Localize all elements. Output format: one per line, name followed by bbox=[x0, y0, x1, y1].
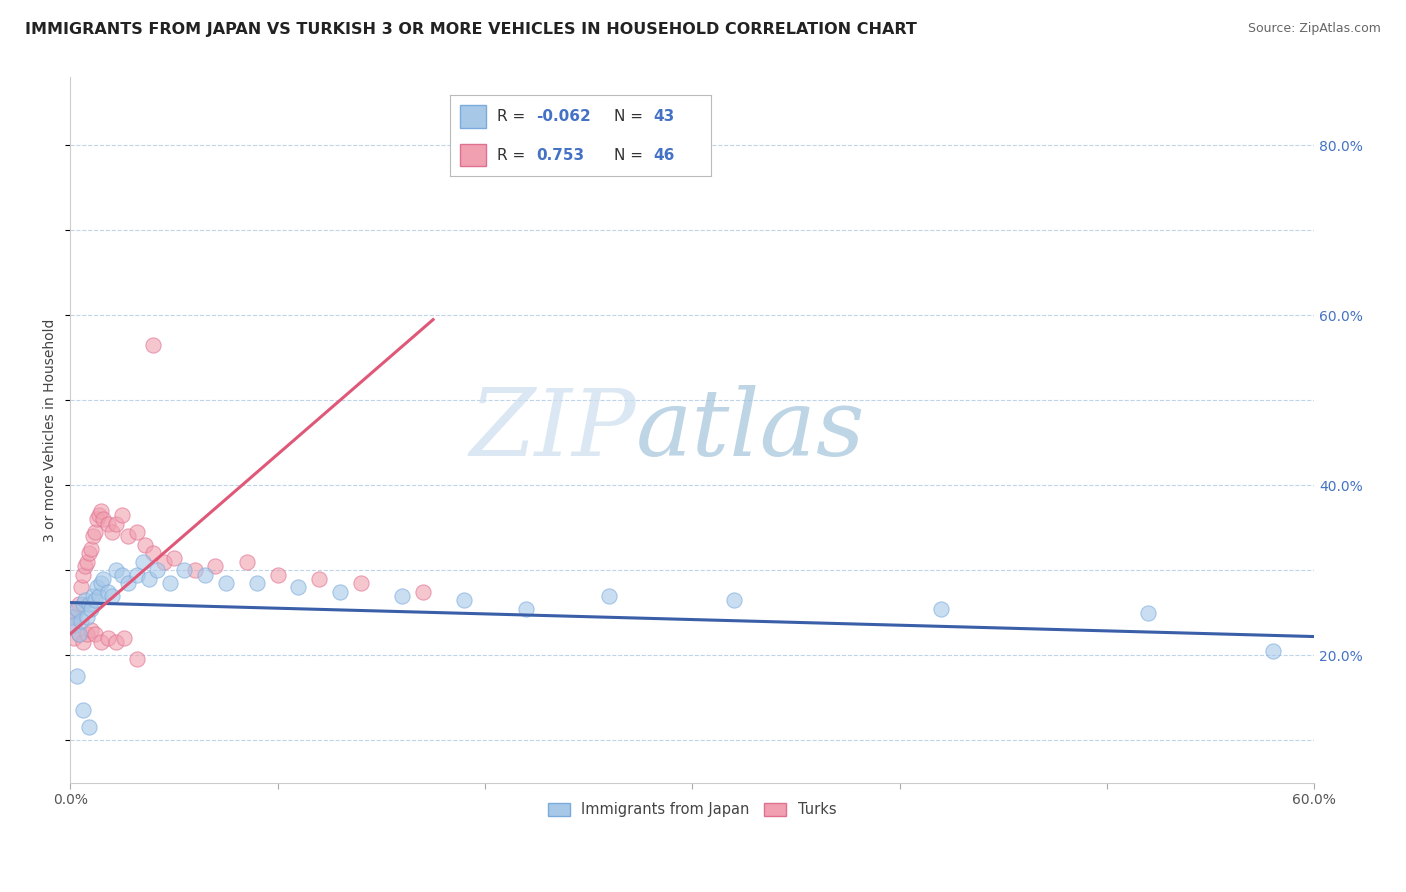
Point bbox=[84, 524, 107, 539]
Point bbox=[82, 529, 104, 543]
Point bbox=[929, 601, 952, 615]
Point bbox=[72, 703, 94, 717]
Point bbox=[287, 580, 309, 594]
Point bbox=[391, 589, 413, 603]
Point bbox=[138, 572, 160, 586]
Point bbox=[60, 618, 83, 632]
Point bbox=[104, 516, 127, 531]
Point bbox=[65, 601, 87, 615]
Point bbox=[194, 567, 217, 582]
Point bbox=[80, 623, 103, 637]
Point bbox=[77, 546, 100, 560]
Point bbox=[72, 567, 94, 582]
Point bbox=[349, 576, 371, 591]
Point bbox=[235, 555, 257, 569]
Point bbox=[183, 563, 205, 577]
Point bbox=[152, 555, 174, 569]
Point bbox=[266, 567, 288, 582]
Point bbox=[111, 567, 134, 582]
Point bbox=[723, 593, 745, 607]
Point bbox=[69, 580, 91, 594]
Text: atlas: atlas bbox=[637, 385, 866, 475]
Point bbox=[159, 576, 181, 591]
Point bbox=[142, 338, 165, 352]
Point bbox=[90, 635, 112, 649]
Point bbox=[598, 589, 620, 603]
Point bbox=[112, 632, 135, 646]
Point bbox=[308, 572, 330, 586]
Point bbox=[63, 610, 86, 624]
Point bbox=[86, 580, 108, 594]
Point bbox=[63, 618, 86, 632]
Point bbox=[67, 627, 90, 641]
Point bbox=[84, 627, 107, 641]
Point bbox=[329, 584, 352, 599]
Point bbox=[93, 572, 115, 586]
Point bbox=[82, 589, 104, 603]
Point bbox=[134, 538, 156, 552]
Point bbox=[76, 627, 98, 641]
Y-axis label: 3 or more Vehicles in Household: 3 or more Vehicles in Household bbox=[44, 318, 58, 541]
Point bbox=[100, 589, 122, 603]
Point bbox=[117, 576, 139, 591]
Point bbox=[146, 563, 169, 577]
Point bbox=[1261, 644, 1284, 658]
Point bbox=[76, 555, 98, 569]
Point bbox=[246, 576, 269, 591]
Point bbox=[59, 610, 82, 624]
Point bbox=[65, 601, 87, 615]
Point bbox=[89, 508, 111, 522]
Point bbox=[80, 541, 103, 556]
Point bbox=[72, 597, 94, 611]
Point bbox=[65, 669, 87, 683]
Point bbox=[1137, 606, 1160, 620]
Point bbox=[453, 593, 475, 607]
Point bbox=[117, 529, 139, 543]
Point bbox=[76, 610, 98, 624]
Text: ZIP: ZIP bbox=[470, 385, 637, 475]
Point bbox=[60, 610, 83, 624]
Point bbox=[80, 601, 103, 615]
Point bbox=[69, 614, 91, 628]
Point bbox=[104, 563, 127, 577]
Point bbox=[515, 601, 537, 615]
Point bbox=[412, 584, 434, 599]
Point bbox=[67, 627, 90, 641]
Point bbox=[204, 559, 226, 574]
Point bbox=[77, 597, 100, 611]
Point bbox=[104, 635, 127, 649]
Point bbox=[125, 524, 148, 539]
Point bbox=[89, 589, 111, 603]
Point bbox=[77, 721, 100, 735]
Point bbox=[73, 559, 96, 574]
Point bbox=[97, 516, 120, 531]
Point bbox=[84, 593, 107, 607]
Point bbox=[215, 576, 238, 591]
Point bbox=[86, 512, 108, 526]
Point bbox=[125, 652, 148, 666]
Point bbox=[173, 563, 195, 577]
Point bbox=[63, 632, 86, 646]
Point bbox=[125, 567, 148, 582]
Text: Source: ZipAtlas.com: Source: ZipAtlas.com bbox=[1247, 22, 1381, 36]
Text: IMMIGRANTS FROM JAPAN VS TURKISH 3 OR MORE VEHICLES IN HOUSEHOLD CORRELATION CHA: IMMIGRANTS FROM JAPAN VS TURKISH 3 OR MO… bbox=[25, 22, 917, 37]
Point bbox=[97, 632, 120, 646]
Point bbox=[72, 635, 94, 649]
Point bbox=[142, 546, 165, 560]
Point bbox=[90, 576, 112, 591]
Point bbox=[67, 597, 90, 611]
Legend: Immigrants from Japan, Turks: Immigrants from Japan, Turks bbox=[540, 795, 844, 825]
Point bbox=[111, 508, 134, 522]
Point bbox=[100, 524, 122, 539]
Point bbox=[163, 550, 186, 565]
Point bbox=[132, 555, 155, 569]
Point bbox=[93, 512, 115, 526]
Point bbox=[73, 593, 96, 607]
Point bbox=[97, 584, 120, 599]
Point bbox=[90, 504, 112, 518]
